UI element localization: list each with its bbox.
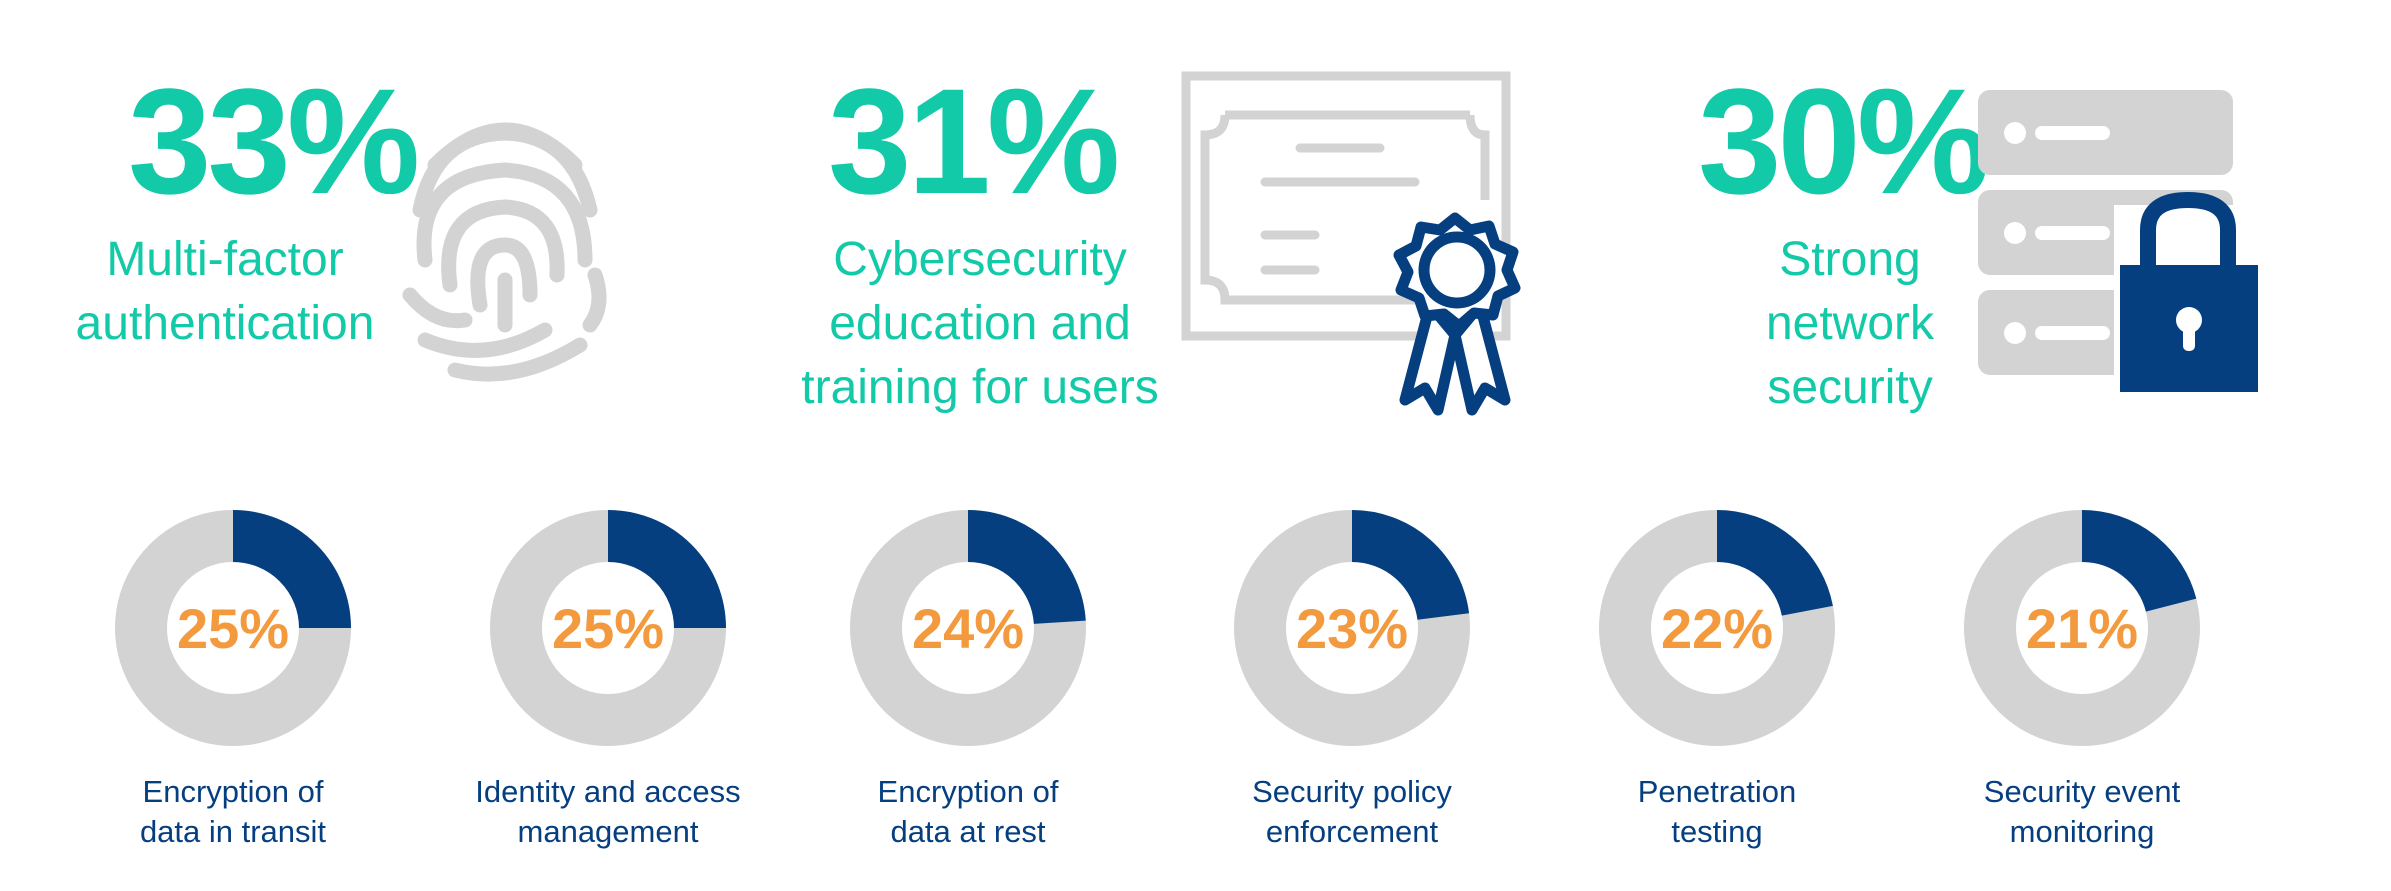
donut-category-label: Security policy enforcement: [1252, 774, 1452, 849]
donut-slice: [1715, 510, 1833, 617]
certificate-icon: [1181, 71, 1521, 416]
donut-category-label: Identity and access management: [475, 774, 741, 849]
highlight-value-network: 30%: [1698, 57, 1990, 225]
highlight-value-mfa: 33%: [128, 57, 420, 225]
donut-value-label: 22%: [1661, 597, 1773, 660]
highlight-label-mfa: Multi-factor authentication: [75, 233, 375, 350]
donut-category-label: Penetration testing: [1637, 774, 1797, 849]
donut-6: 21%: [1964, 510, 2200, 746]
donut-category-label: Security event monitoring: [1983, 774, 2181, 849]
donut-category-label: Encryption of data at rest: [877, 774, 1059, 849]
donut-3: 24%: [850, 510, 1086, 746]
donut-value-label: 25%: [177, 597, 289, 660]
highlight-label-education: Cybersecurity education and training for…: [801, 233, 1159, 414]
donut-value-label: 23%: [1296, 597, 1408, 660]
donut-slice: [232, 510, 351, 629]
donut-1: 25%: [115, 510, 351, 746]
donut-slice: [2081, 510, 2197, 613]
fingerprint-icon: [402, 122, 607, 382]
donut-slice: [967, 510, 1086, 625]
highlight-label-network: Strong network security: [1765, 233, 1935, 414]
donut-value-label: 21%: [2026, 597, 2138, 660]
highlight-value-education: 31%: [828, 57, 1120, 225]
donut-slice: [1351, 510, 1470, 621]
donut-value-label: 25%: [552, 597, 664, 660]
donut-4: 23%: [1234, 510, 1470, 746]
server-lock-icon: [1978, 90, 2264, 395]
donut-category-label: Encryption of data in transit: [139, 774, 327, 849]
donut-slice: [607, 510, 726, 629]
donut-2: 25%: [490, 510, 726, 746]
donut-5: 22%: [1599, 510, 1835, 746]
donut-value-label: 24%: [912, 597, 1024, 660]
